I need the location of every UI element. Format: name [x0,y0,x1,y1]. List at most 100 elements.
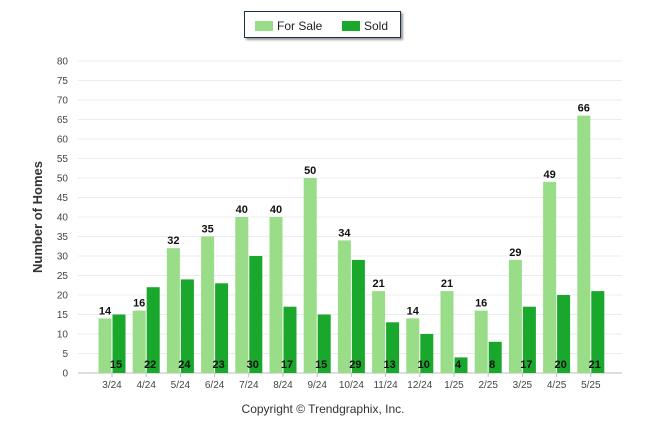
x-tick-label: 4/25 [547,380,567,391]
data-label-for-sale: 16 [133,298,145,310]
bar-sold [317,314,331,373]
data-label-for-sale: 49 [543,169,555,181]
y-tick-label: 45 [57,193,69,204]
x-tick-label: 9/24 [307,380,327,391]
bar-for-sale [98,318,112,373]
y-tick-label: 65 [57,115,69,126]
bar-for-sale [235,217,249,373]
copyright-text: Copyright © Trendgraphix, Inc. [241,402,405,416]
y-tick-label: 80 [57,57,69,68]
y-tick-label: 70 [57,96,69,107]
data-label-sold: 29 [349,359,361,371]
y-tick-label: 5 [62,349,68,360]
bar-for-sale [269,217,283,373]
data-label-for-sale: 21 [441,278,453,290]
data-label-for-sale: 16 [475,298,487,310]
x-tick-label: 5/25 [581,380,601,391]
data-label-for-sale: 34 [338,227,351,239]
data-label-sold: 20 [554,359,566,371]
data-label-sold: 15 [110,359,122,371]
x-tick-label: 12/24 [407,380,432,391]
bar-for-sale [166,248,180,373]
bar-for-sale [372,291,386,373]
bar-for-sale [406,318,420,373]
bar-sold [112,314,126,373]
x-tick-label: 3/24 [102,380,122,391]
bar-sold [488,341,502,373]
bar-for-sale [440,291,454,373]
bar-sold [386,322,400,373]
bar-sold [557,295,571,373]
legend-item-sold: Sold [342,19,388,33]
bar-sold [249,256,263,373]
bar-sold [522,306,536,373]
y-tick-label: 30 [57,252,69,263]
bar-sold [454,357,468,373]
data-label-sold: 17 [520,359,532,371]
data-label-for-sale: 21 [372,278,384,290]
y-tick-label: 25 [57,271,69,282]
x-tick-label: 4/24 [136,380,156,391]
data-label-for-sale: 66 [578,103,590,115]
x-tick-label: 2/25 [478,380,498,391]
x-tick-label: 5/24 [171,380,191,391]
data-label-sold: 23 [212,359,224,371]
data-label-for-sale: 40 [270,204,282,216]
bar-sold [351,259,365,373]
x-tick-label: 11/24 [373,380,398,391]
y-tick-label: 60 [57,135,69,146]
data-label-sold: 15 [315,359,327,371]
data-label-for-sale: 29 [509,247,521,259]
data-label-sold: 10 [418,359,430,371]
x-tick-label: 7/24 [239,380,259,391]
y-tick-label: 40 [57,213,69,224]
legend-label-sold: Sold [364,19,389,33]
bar-sold [283,306,297,373]
data-label-sold: 22 [144,359,156,371]
data-label-for-sale: 35 [201,224,213,236]
bar-for-sale [132,310,146,373]
bar-sold [215,283,229,373]
bar-for-sale [543,181,557,373]
bar-for-sale [508,259,522,373]
x-tick-label: 10/24 [339,380,364,391]
data-label-sold: 21 [589,359,601,371]
data-label-for-sale: 14 [99,305,112,317]
data-label-sold: 17 [281,359,293,371]
y-tick-label: 35 [57,232,69,243]
y-tick-label: 10 [57,330,69,341]
legend-label-for-sale: For Sale [277,19,323,33]
bar-for-sale [201,236,215,373]
bar-for-sale [303,178,317,373]
x-tick-label: 8/24 [273,380,293,391]
y-tick-label: 15 [57,310,69,321]
bar-sold [591,291,605,373]
x-tick-label: 6/24 [205,380,225,391]
y-axis-label: Number of Homes [30,161,45,273]
y-tick-label: 50 [57,174,69,185]
y-tick-label: 55 [57,154,69,165]
data-label-for-sale: 50 [304,165,316,177]
bar-for-sale [474,310,488,373]
data-label-sold: 13 [383,359,395,371]
legend-swatch-sold [342,21,360,31]
legend-swatch-for-sale [255,21,273,31]
data-label-for-sale: 40 [236,204,248,216]
y-tick-label: 75 [57,76,69,87]
legend-item-for-sale: For Sale [255,19,322,33]
bar-sold [146,287,160,373]
data-label-for-sale: 32 [167,235,179,247]
y-tick-label: 20 [57,291,69,302]
x-tick-label: 3/25 [513,380,533,391]
data-label-sold: 8 [489,359,495,371]
bar-for-sale [577,115,591,373]
data-label-sold: 4 [455,359,462,371]
legend: For Sale Sold [244,11,401,38]
bar-sold [180,279,194,373]
data-label-sold: 30 [247,359,259,371]
y-tick-label: 0 [62,369,68,380]
data-label-sold: 24 [178,359,191,371]
data-label-for-sale: 14 [407,305,420,317]
